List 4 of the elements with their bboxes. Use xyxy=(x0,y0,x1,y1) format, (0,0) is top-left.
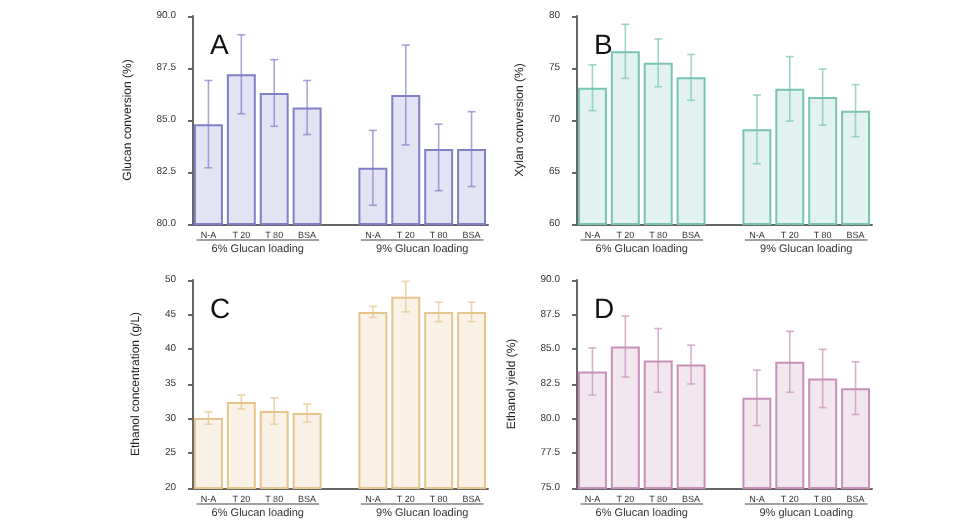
chart-title: A xyxy=(210,28,230,60)
chart-title: C xyxy=(210,292,231,324)
chart-title: D xyxy=(594,292,615,324)
chart-title: B xyxy=(594,28,613,60)
